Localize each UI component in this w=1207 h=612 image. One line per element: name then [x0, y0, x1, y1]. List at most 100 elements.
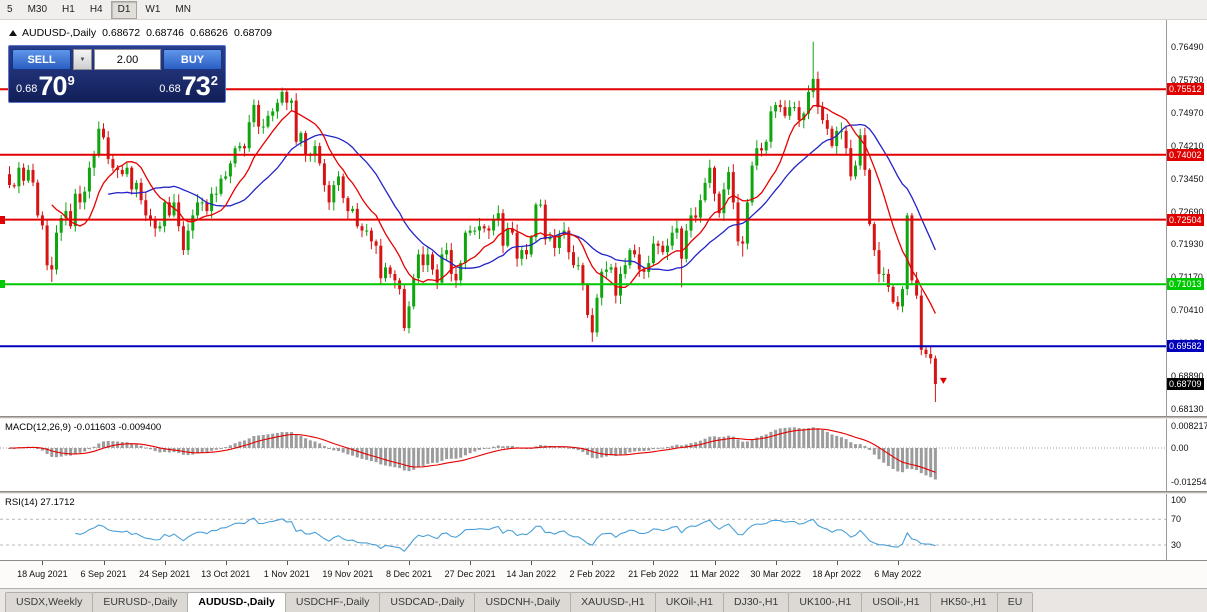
date-tick — [714, 561, 716, 565]
tab-usdcad-daily[interactable]: USDCAD-,Daily — [379, 592, 476, 612]
macd-axis-tick: 0.008217 — [1171, 420, 1207, 431]
tab-usdchf-daily[interactable]: USDCHF-,Daily — [284, 592, 381, 612]
date-label: 18 Apr 2022 — [812, 569, 861, 579]
volume-input[interactable] — [95, 52, 160, 67]
rsi-axis-tick: 100 — [1171, 495, 1187, 505]
timeframe-h4[interactable]: H4 — [89, 3, 103, 15]
date-label: 6 Sep 2021 — [80, 569, 127, 579]
tab-usdx-weekly[interactable]: USDX,Weekly — [5, 592, 94, 612]
tab-eu[interactable]: EU — [996, 592, 1034, 612]
chart-symbol-label: AUDUSD-,Daily — [22, 27, 97, 39]
date-label: 18 Aug 2021 — [17, 569, 68, 579]
date-tick — [286, 561, 288, 565]
date-label: 19 Nov 2021 — [322, 569, 374, 579]
chart-tab-bar: USDX,Weekly EURUSD-,Daily AUDUSD-,Daily USD… — [0, 588, 1207, 612]
price-axis[interactable]: 0.76490 0.75730 0.74970 0.74210 0.73450 0.726… — [1166, 20, 1207, 560]
y-axis-tick: 0.72690 — [1171, 206, 1204, 217]
rsi-axis-tick: 70 — [1171, 514, 1182, 525]
timeframe-bar: 5 M30 H1 H4 D1 W1 MN — [0, 0, 1207, 20]
y-axis-tick: 0.71930 — [1171, 239, 1204, 250]
hline-price-tag: 0.71013 — [1167, 278, 1204, 291]
ohlc-low: 0.68626 — [190, 27, 228, 39]
volume-dropdown-icon[interactable]: ▼ — [73, 49, 92, 70]
date-tick — [347, 561, 349, 565]
date-label: 13 Oct 2021 — [201, 569, 251, 579]
panel-separator-macd[interactable] — [0, 416, 1207, 419]
date-tick — [164, 561, 166, 565]
timeframe-w1[interactable]: W1 — [145, 3, 161, 15]
date-tick — [592, 561, 594, 565]
tab-dj30-h1[interactable]: DJ30-,H1 — [723, 592, 790, 612]
macd-chart — [0, 427, 1166, 480]
y-axis-tick: 0.76490 — [1171, 41, 1204, 52]
y-axis-tick: 0.71170 — [1171, 272, 1203, 282]
timeframe-d1[interactable]: D1 — [110, 0, 138, 19]
ohlc-high: 0.68746 — [146, 27, 185, 39]
tab-eurusd-daily[interactable]: EURUSD-,Daily — [92, 592, 189, 612]
tab-hk50-h1[interactable]: HK50-,H1 — [929, 592, 998, 612]
ohlc-open: 0.68672 — [102, 27, 141, 39]
macd-label: MACD(12,26,9) -0.011603 -0.009400 — [5, 422, 162, 433]
y-axis-tick: 0.75730 — [1171, 74, 1204, 85]
date-label: 1 Nov 2021 — [263, 569, 310, 579]
tab-ukoil-h1[interactable]: UKOil-,H1 — [654, 592, 724, 612]
date-tick — [103, 561, 105, 565]
y-axis-tick: 0.74970 — [1171, 107, 1204, 118]
date-axis[interactable]: 18 Aug 2021 6 Sep 2021 24 Sep 2021 13 Oct 2… — [0, 560, 1207, 588]
hline-price-tag: 0.75512 — [1167, 83, 1204, 96]
tab-usoil-h1[interactable]: USOil-,H1 — [861, 592, 931, 612]
date-tick — [531, 561, 533, 565]
rsi-label: RSI(14) 27.1712 — [5, 497, 75, 508]
rsi-chart — [0, 517, 1166, 552]
macd-axis-tick: 0.00 — [1171, 443, 1189, 453]
date-tick — [836, 561, 838, 565]
date-tick — [42, 561, 44, 565]
current-price-tag: 0.68709 — [1167, 377, 1204, 390]
buy-price[interactable]: 0.68 73 2 — [159, 71, 218, 101]
tab-audusd-daily[interactable]: AUDUSD-,Daily — [187, 592, 286, 612]
chart-title-row: AUDUSD-,Daily 0.68672 0.68746 0.68626 0.… — [9, 27, 272, 39]
volume-field-wrap — [94, 49, 161, 70]
buy-button[interactable]: BUY — [163, 49, 222, 70]
ohlc-close: 0.68709 — [234, 27, 272, 39]
tab-usdcnh-daily[interactable]: USDCNH-,Daily — [474, 592, 572, 612]
y-axis-tick: 0.68130 — [1171, 404, 1204, 415]
panel-separator-rsi[interactable] — [0, 491, 1207, 494]
timeframe-mn[interactable]: MN — [175, 3, 191, 15]
date-label: 14 Jan 2022 — [506, 569, 556, 579]
sell-price[interactable]: 0.68 70 9 — [16, 71, 75, 101]
date-label: 24 Sep 2021 — [139, 569, 191, 579]
chart-icon — [9, 30, 17, 36]
y-axis-tick: 0.74210 — [1171, 140, 1204, 151]
y-axis-tick: 0.70410 — [1171, 305, 1204, 316]
date-label: 30 Mar 2022 — [750, 569, 801, 579]
tab-xauusd-h1[interactable]: XAUUSD-,H1 — [570, 592, 656, 612]
timeframe-h1[interactable]: H1 — [62, 3, 75, 15]
date-tick — [653, 561, 655, 565]
timeframe-m30[interactable]: M30 — [27, 3, 48, 15]
date-tick — [470, 561, 472, 565]
sell-button[interactable]: SELL — [12, 49, 71, 70]
date-label: 27 Dec 2021 — [444, 569, 496, 579]
y-axis-tick: 0.73450 — [1171, 173, 1204, 184]
date-tick — [775, 561, 777, 565]
hline-left-tag — [0, 215, 5, 224]
rsi-panel: RSI(14) 27.1712 — [0, 494, 1166, 560]
date-label: 8 Dec 2021 — [385, 569, 433, 579]
candlestick-chart[interactable] — [0, 20, 1166, 416]
hline-price-tag: 0.72504 — [1167, 213, 1204, 226]
macd-panel: MACD(12,26,9) -0.011603 -0.009400 — [0, 419, 1166, 491]
timeframe-5[interactable]: 5 — [7, 3, 13, 15]
date-label: 6 May 2022 — [874, 569, 922, 579]
date-label: 21 Feb 2022 — [628, 569, 679, 579]
date-tick — [897, 561, 899, 565]
hline-left-tag — [0, 280, 5, 289]
macd-axis-tick: -0.012545 — [1171, 476, 1207, 487]
hline-price-tag: 0.74002 — [1167, 148, 1204, 161]
date-tick — [225, 561, 227, 565]
date-label: 11 Mar 2022 — [689, 569, 740, 579]
date-tick — [409, 561, 410, 565]
tab-uk100-h1[interactable]: UK100-,H1 — [788, 592, 863, 612]
y-axis-tick: 0.68890 — [1171, 371, 1204, 382]
